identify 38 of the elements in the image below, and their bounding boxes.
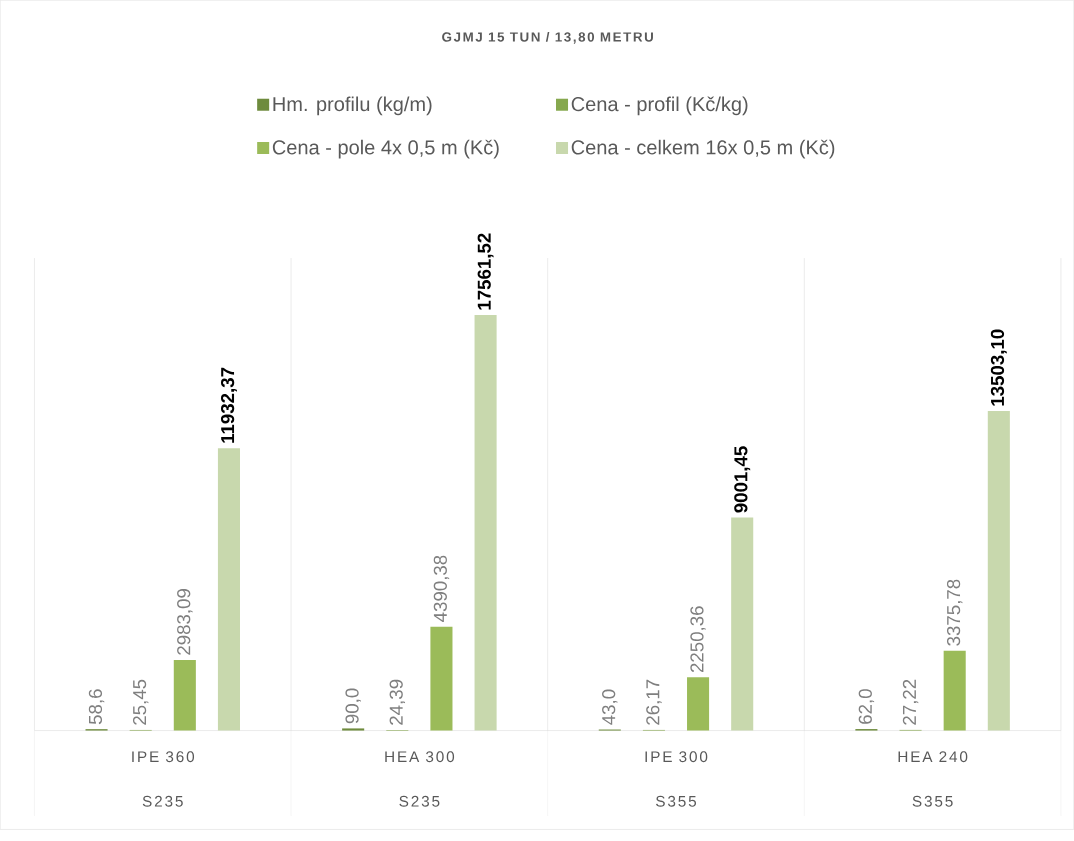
- data-label: 2983,09: [177, 588, 193, 655]
- data-label: 17561,52: [477, 233, 494, 310]
- legend-label: Cena - celkem 16x 0,5 m (Kč): [571, 139, 835, 159]
- data-label: 90,0: [345, 688, 361, 724]
- x-tick-label: IPE 300: [645, 751, 708, 763]
- text: S235: [142, 795, 183, 807]
- text: S355: [656, 795, 697, 807]
- data-label: 11932,37: [220, 367, 237, 443]
- text: S235: [399, 795, 440, 807]
- chart-title: GJMJ 15 TUN / 13,80 METRU: [442, 31, 653, 44]
- text: S355: [912, 795, 953, 807]
- data-label: 24,39: [389, 679, 406, 725]
- bar: [987, 410, 1010, 731]
- data-label: 25,45: [132, 679, 149, 725]
- data-label: 2250,36: [690, 606, 706, 672]
- data-label: 4390,38: [433, 555, 450, 622]
- bar: [217, 448, 240, 731]
- bar: [173, 659, 196, 731]
- data-label: 13503,10: [990, 329, 1007, 406]
- legend-label: Hm. profilu (kg/m): [273, 96, 432, 116]
- data-label: 62,0: [858, 689, 875, 724]
- legend-label: Cena - profil (Kč/kg): [571, 96, 748, 116]
- legend-label: Cena - pole 4x 0,5 m (Kč): [272, 139, 499, 159]
- bar: [687, 677, 710, 731]
- bar: [430, 626, 453, 731]
- bar: [943, 650, 966, 731]
- data-label: 58,6: [88, 689, 105, 725]
- bar: [474, 314, 497, 731]
- x-tick-label: IPE 360: [132, 751, 195, 763]
- x-tick-label: HEA 300: [385, 751, 455, 763]
- bar: [342, 728, 365, 731]
- bar: [731, 517, 754, 731]
- data-label: 27,22: [902, 679, 919, 725]
- data-label: 9001,45: [734, 446, 751, 513]
- data-label: 26,17: [646, 679, 662, 725]
- x-tick-label: HEA 240: [898, 751, 968, 763]
- data-label: 3375,78: [946, 579, 963, 646]
- data-label: 43,0: [602, 689, 618, 725]
